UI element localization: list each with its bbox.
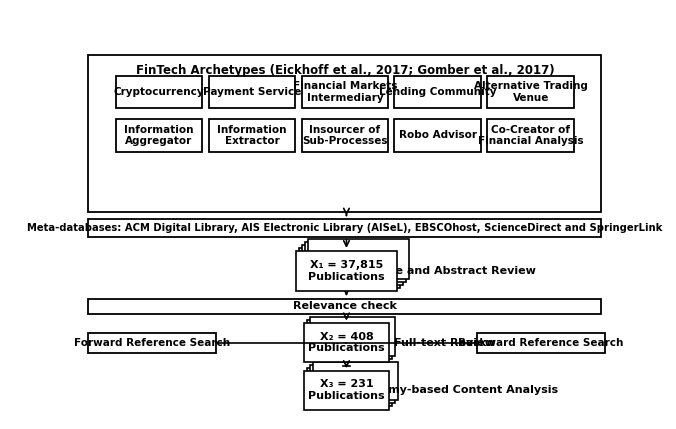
Text: Meta-databases: ACM Digital Library, AIS Electronic Library (AISeL), EBSCOhost, : Meta-databases: ACM Digital Library, AIS… — [27, 223, 662, 233]
Text: Lending Community: Lending Community — [379, 87, 497, 97]
Bar — [116, 76, 202, 109]
Text: Payment Service: Payment Service — [203, 87, 301, 97]
Bar — [487, 119, 575, 151]
Text: Information
Aggregator: Information Aggregator — [124, 124, 193, 146]
Text: Information
Extractor: Information Extractor — [217, 124, 287, 146]
Bar — [89, 218, 602, 237]
Bar — [310, 365, 395, 403]
Bar — [307, 320, 392, 359]
Text: X₁ = 37,815
Publications: X₁ = 37,815 Publications — [308, 260, 385, 282]
Bar — [395, 119, 481, 151]
Bar — [307, 368, 392, 406]
Text: Alternative Trading
Venue: Alternative Trading Venue — [474, 82, 588, 103]
Text: X₂ = 408
Publications: X₂ = 408 Publications — [308, 332, 385, 353]
Bar — [299, 248, 400, 288]
Bar — [306, 242, 406, 282]
Text: Robo Advisor: Robo Advisor — [399, 130, 477, 140]
Bar — [296, 251, 397, 291]
Bar — [301, 76, 388, 109]
Bar — [116, 119, 202, 151]
Text: Backward Reference Search: Backward Reference Search — [458, 338, 623, 347]
Bar — [313, 362, 398, 400]
Bar — [304, 371, 389, 410]
Bar — [308, 239, 409, 278]
Bar — [208, 119, 295, 151]
Bar — [89, 54, 602, 212]
Text: Taxonomy-based Content Analysis: Taxonomy-based Content Analysis — [344, 385, 558, 395]
Bar — [89, 299, 602, 314]
Bar — [310, 317, 395, 356]
Text: Co-Creator of
Financial Analysis: Co-Creator of Financial Analysis — [478, 124, 583, 146]
Text: Insourcer of
Sub-Processes: Insourcer of Sub-Processes — [302, 124, 387, 146]
Text: Title and Abstract Review: Title and Abstract Review — [375, 266, 535, 276]
Bar — [487, 76, 575, 109]
Text: Financial Markets
Intermediary: Financial Markets Intermediary — [293, 82, 397, 103]
Bar — [89, 332, 216, 353]
Text: X₃ = 231
Publications: X₃ = 231 Publications — [308, 380, 385, 401]
Bar — [477, 332, 604, 353]
Text: Forward Reference Search: Forward Reference Search — [74, 338, 231, 347]
Text: FinTech Archetypes (Eickhoff et al., 2017; Gomber et al., 2017): FinTech Archetypes (Eickhoff et al., 201… — [136, 64, 554, 77]
Bar — [395, 76, 481, 109]
Bar — [302, 245, 403, 285]
Bar — [304, 323, 389, 362]
Bar — [208, 76, 295, 109]
Text: Cryptocurrency: Cryptocurrency — [114, 87, 204, 97]
Text: Full-text Review: Full-text Review — [395, 338, 496, 347]
Text: Relevance check: Relevance check — [293, 301, 397, 311]
Bar — [301, 119, 388, 151]
